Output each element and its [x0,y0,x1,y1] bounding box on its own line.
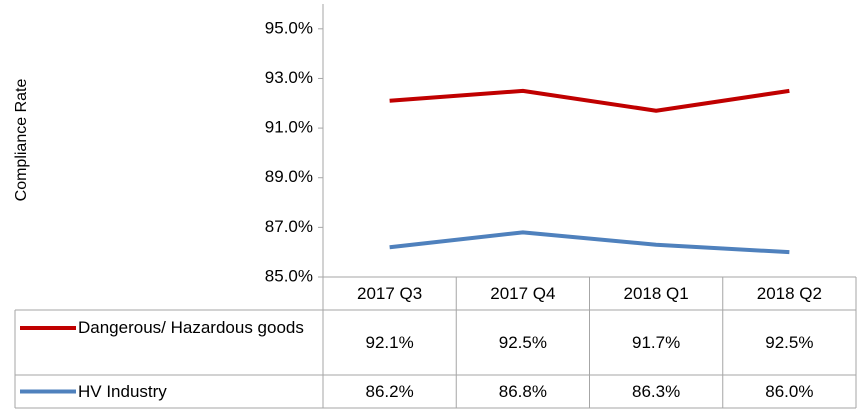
table-value: 86.8% [499,382,547,401]
legend-label-box: HV Industry [78,381,167,401]
table-value: 92.1% [366,333,414,352]
x-tick-label: 2017 Q3 [357,284,422,303]
legend-label: HV Industry [78,381,167,401]
x-tick-label: 2018 Q1 [624,284,689,303]
table-value: 92.5% [765,333,813,352]
y-tick-label: 89.0% [265,167,313,186]
table-value: 86.3% [632,382,680,401]
series-line [389,230,790,255]
table-value: 86.0% [765,382,813,401]
x-tick-label: 2018 Q2 [757,284,822,303]
series-line [389,88,790,113]
y-tick-label: 93.0% [265,68,313,87]
y-tick-label: 85.0% [265,266,313,285]
y-tick-label: 91.0% [265,118,313,137]
legend-label-box: Dangerous/ Hazardous goods [78,318,304,337]
table-value: 91.7% [632,333,680,352]
x-tick-label: 2017 Q4 [490,284,555,303]
y-tick-label: 87.0% [265,217,313,236]
y-axis-label: Compliance Rate [13,79,30,202]
table-value: 92.5% [499,333,547,352]
table-value: 86.2% [366,382,414,401]
y-tick-label: 95.0% [265,18,313,37]
legend-label: Dangerous/ Hazardous goods [78,318,304,337]
